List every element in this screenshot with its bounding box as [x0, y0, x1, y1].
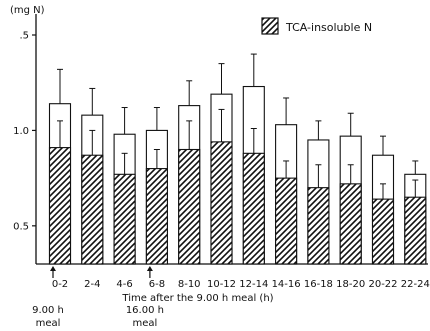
x-tick-label: 14-16 — [272, 279, 301, 290]
y-tick-label: 1.0 — [13, 126, 29, 137]
bar-tca-insoluble — [275, 177, 298, 265]
bar-tca-insoluble — [48, 147, 72, 265]
x-axis-label: Time after the 9.00 h meal (h) — [121, 293, 273, 304]
meal-annotation: meal — [36, 318, 61, 329]
bar-tca-insoluble — [210, 141, 233, 265]
legend-label: TCA-insoluble N — [285, 21, 372, 34]
x-tick-label: 6-8 — [149, 279, 165, 290]
legend-swatch — [261, 17, 279, 35]
x-tick-label: 10-12 — [207, 279, 236, 290]
meal-annotation: meal — [132, 318, 157, 329]
y-tick-label: .5 — [19, 31, 29, 42]
y-axis-label: (mg N) — [10, 5, 45, 16]
meal-arrowhead — [50, 266, 56, 271]
bar-tca-insoluble — [145, 168, 168, 265]
bar-tca-insoluble — [404, 196, 427, 265]
x-tick-label: 4-6 — [116, 279, 132, 290]
x-tick-label: 8-10 — [178, 279, 201, 290]
bar-tca-insoluble — [371, 198, 395, 265]
x-tick-label: 16-18 — [304, 279, 333, 290]
bar-tca-insoluble — [81, 154, 104, 265]
meal-arrowhead — [146, 266, 153, 271]
bar-tca-insoluble — [242, 152, 265, 265]
x-tick-label: 20-22 — [368, 279, 397, 290]
bar-tca-insoluble — [339, 183, 362, 265]
x-tick-label: 12-14 — [239, 279, 268, 290]
meal-annotation: 16.00 h — [126, 305, 164, 316]
x-tick-label: 0-2 — [52, 279, 68, 290]
meal-annotation: 9.00 h — [32, 305, 64, 316]
y-tick-label: 0.5 — [13, 221, 29, 232]
x-tick-label: 2-4 — [84, 279, 100, 290]
bar-tca-insoluble — [113, 173, 136, 265]
bar-tca-insoluble — [178, 148, 201, 265]
x-tick-label: 22-24 — [401, 279, 430, 290]
legend: TCA-insoluble N — [261, 17, 372, 35]
x-tick-label: 18-20 — [336, 279, 365, 290]
bar-tca-insoluble — [307, 187, 330, 265]
